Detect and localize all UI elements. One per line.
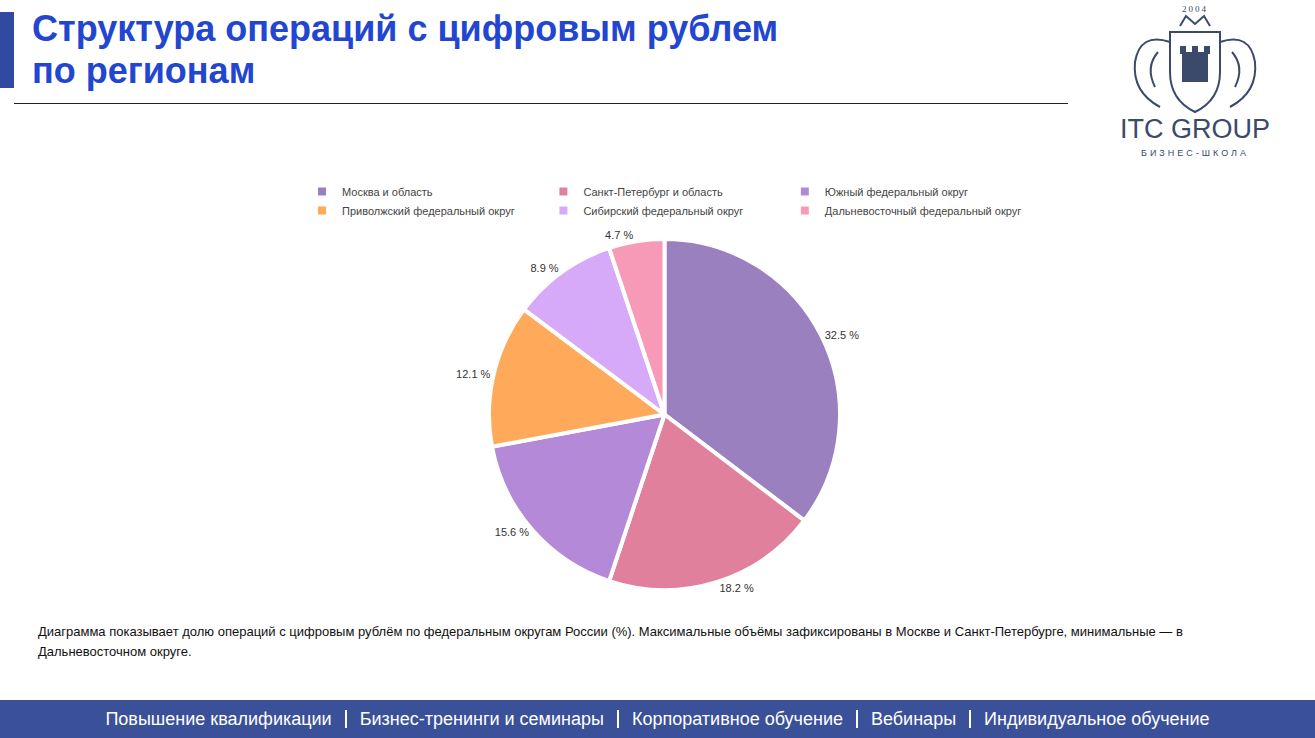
svg-text:Москва и область: Москва и область: [342, 186, 433, 198]
html-text:Вебинары: Вебинары: [871, 709, 957, 729]
html-text:по регионам: по регионам: [32, 50, 256, 91]
html-text:Повышение квалификации: Повышение квалификации: [105, 708, 332, 729]
html-text:2004: 2004: [1182, 4, 1208, 14]
svg-text:8.9 %: 8.9 %: [530, 262, 558, 274]
html-text:БИЗНЕС-ШКОЛА: БИЗНЕС-ШКОЛА: [1141, 148, 1249, 158]
html-text:Диаграмма показывает долю опер: Диаграмма показывает долю операций с циф…: [38, 624, 1183, 659]
svg-text:Дальневосточный федеральный ок: Дальневосточный федеральный округ: [825, 205, 1021, 217]
svg-text:15.6 %: 15.6 %: [495, 526, 529, 538]
html-text:Корпоративное обучение: Корпоративное обучение: [632, 709, 843, 729]
svg-text:18.2 %: 18.2 %: [719, 582, 753, 594]
svg-text:12.1 %: 12.1 %: [456, 368, 490, 380]
html-text:Структура операций с цифровым: Структура операций с цифровым рублем: [32, 8, 779, 49]
html-text:ITC GROUP: ITC GROUP: [1120, 114, 1270, 144]
html-text:Индивидуальное обучение: Индивидуальное обучение: [984, 709, 1210, 729]
html-text:Бизнес-тренинги и семинары: Бизнес-тренинги и семинары: [359, 709, 604, 729]
svg-text:Санкт-Петербург и область: Санкт-Петербург и область: [583, 186, 723, 198]
svg-text:32.5 %: 32.5 %: [825, 329, 859, 341]
svg-text:Сибирский федеральный округ: Сибирский федеральный округ: [583, 205, 743, 217]
svg-text:4.7 %: 4.7 %: [605, 229, 633, 241]
svg-text:Южный федеральный округ: Южный федеральный округ: [825, 186, 968, 198]
svg-text:Приволжский федеральный округ: Приволжский федеральный округ: [342, 205, 515, 217]
